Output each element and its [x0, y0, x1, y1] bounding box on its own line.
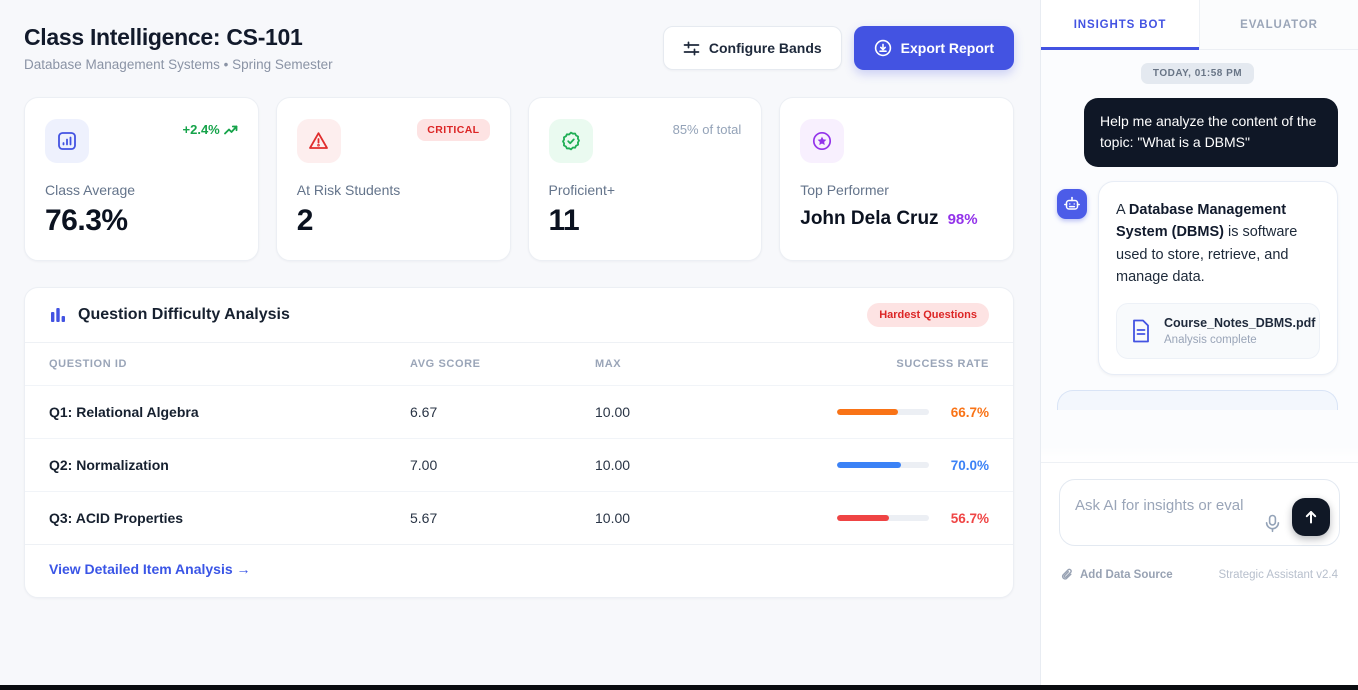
- stat-note: 85% of total: [672, 122, 742, 137]
- tab-insights-bot[interactable]: INSIGHTS BOT: [1041, 0, 1199, 50]
- question-difficulty-card: Question Difficulty Analysis Hardest Que…: [24, 287, 1014, 598]
- stat-cards: +2.4% Class Average 76.3%: [24, 97, 1014, 261]
- column-header-success-rate: SUCCESS RATE: [896, 358, 989, 370]
- ai-chat-panel: INSIGHTS BOT EVALUATOR TODAY, 01:58 PM H…: [1040, 0, 1358, 690]
- stat-card-at-risk: CRITICAL At Risk Students 2: [275, 97, 511, 261]
- stat-card-proficient: 85% of total Proficient+ 11: [527, 97, 763, 261]
- chat-tabs: INSIGHTS BOT EVALUATOR: [1041, 0, 1358, 50]
- critical-badge: CRITICAL: [417, 119, 490, 141]
- configure-bands-label: Configure Bands: [708, 40, 822, 56]
- fade-overlay: [1041, 446, 1358, 462]
- table-title-row: Question Difficulty Analysis Hardest Que…: [25, 288, 1013, 343]
- user-message-bubble: Help me analyze the content of the topic…: [1084, 98, 1338, 167]
- robot-avatar-icon: [1057, 188, 1087, 219]
- attachment-status: Analysis complete: [1164, 333, 1257, 346]
- chat-input-box: [1059, 479, 1340, 546]
- progress-bar: [837, 462, 929, 468]
- header-titles: Class Intelligence: CS-101 Database Mana…: [24, 24, 333, 72]
- page-subtitle: Database Management Systems • Spring Sem…: [24, 57, 333, 72]
- trend-value: +2.4%: [182, 122, 220, 137]
- avg-score: 6.67: [410, 404, 438, 420]
- document-icon: [1129, 318, 1153, 344]
- chat-footer: Add Data Source Strategic Assistant v2.4: [1059, 568, 1340, 582]
- success-rate-value: 66.7%: [950, 404, 989, 420]
- microphone-icon[interactable]: [1264, 514, 1281, 533]
- assistant-version: Strategic Assistant v2.4: [1218, 569, 1338, 581]
- bottom-bar: [0, 685, 1358, 690]
- success-rate-value: 56.7%: [950, 510, 989, 526]
- max-score: 10.00: [595, 510, 631, 526]
- column-header-max: MAX: [595, 358, 622, 370]
- success-rate-cell: 56.7%: [825, 511, 989, 526]
- question-id: Q1: Relational Algebra: [49, 404, 199, 420]
- progress-bar: [837, 515, 929, 521]
- stat-card-class-average: +2.4% Class Average 76.3%: [24, 97, 259, 261]
- bar-chart-small-icon: [49, 306, 67, 324]
- table-row[interactable]: Q3: ACID Properties 5.67 10.00 56.7%: [25, 491, 1013, 544]
- dashboard-header: Class Intelligence: CS-101 Database Mana…: [24, 24, 1014, 72]
- avg-score: 7.00: [410, 457, 438, 473]
- hardest-questions-badge: Hardest Questions: [867, 303, 989, 327]
- table-footer: View Detailed Item Analysis →: [25, 544, 1013, 597]
- add-data-source-button[interactable]: Add Data Source: [1061, 568, 1173, 582]
- stat-value: 76.3%: [45, 204, 128, 237]
- send-button[interactable]: [1292, 498, 1330, 536]
- alert-triangle-icon: [296, 119, 341, 163]
- table-title: Question Difficulty Analysis: [78, 306, 290, 323]
- success-rate-value: 70.0%: [950, 457, 989, 473]
- progress-bar: [837, 409, 929, 415]
- view-detailed-analysis-link[interactable]: View Detailed Item Analysis →: [49, 561, 251, 577]
- question-id: Q2: Normalization: [49, 457, 169, 473]
- stat-label: Top Performer: [800, 182, 889, 198]
- chat-input-area: Add Data Source Strategic Assistant v2.4: [1041, 462, 1358, 690]
- main-dashboard: Class Intelligence: CS-101 Database Mana…: [24, 24, 1014, 598]
- paperclip-icon: [1061, 568, 1073, 582]
- bot-message-text: A Database Management System (DBMS) is s…: [1116, 201, 1298, 286]
- sliders-icon: [683, 40, 700, 57]
- trending-up-icon: [223, 124, 238, 136]
- attachment-card[interactable]: Course_Notes_DBMS.pdf Analysis complete: [1116, 302, 1320, 359]
- stat-card-top-performer: Top Performer John Dela Cruz 98%: [779, 97, 1014, 261]
- stat-value: John Dela Cruz 98%: [800, 208, 993, 230]
- stat-label: Proficient+: [548, 182, 616, 198]
- header-actions: Configure Bands Export Report: [662, 26, 1014, 70]
- bar-chart-icon: [45, 119, 89, 163]
- arrow-up-icon: [1303, 509, 1319, 525]
- configure-bands-button[interactable]: Configure Bands: [662, 26, 842, 70]
- stat-label: Class Average: [45, 182, 136, 198]
- top-performer-score: 98%: [947, 211, 978, 228]
- avg-score: 5.67: [410, 510, 438, 526]
- table-header-row: QUESTION ID AVG SCORE MAX SUCCESS RATE: [25, 343, 1013, 385]
- trend-up-indicator: +2.4%: [183, 122, 238, 137]
- page-title: Class Intelligence: CS-101: [24, 24, 303, 50]
- star-circle-icon: [800, 119, 845, 163]
- partial-next-message: [1057, 389, 1338, 410]
- top-performer-name: John Dela Cruz: [800, 208, 939, 229]
- export-report-label: Export Report: [900, 40, 994, 56]
- attachment-filename: Course_Notes_DBMS.pdf: [1164, 315, 1316, 330]
- timestamp-badge: TODAY, 01:58 PM: [1140, 63, 1255, 84]
- stat-value: 11: [548, 204, 580, 237]
- add-data-source-label: Add Data Source: [1080, 569, 1173, 581]
- badge-check-icon: [548, 119, 593, 163]
- question-id: Q3: ACID Properties: [49, 510, 184, 526]
- table-row[interactable]: Q2: Normalization 7.00 10.00 70.0%: [25, 438, 1013, 491]
- success-rate-cell: 66.7%: [825, 405, 989, 420]
- column-header-question-id: QUESTION ID: [49, 358, 128, 370]
- stat-label: At Risk Students: [296, 182, 401, 198]
- tab-evaluator[interactable]: EVALUATOR: [1199, 0, 1358, 49]
- success-rate-cell: 70.0%: [825, 458, 989, 473]
- bot-message-row: A Database Management System (DBMS) is s…: [1057, 180, 1338, 375]
- export-report-button[interactable]: Export Report: [853, 26, 1014, 70]
- bot-message-card: A Database Management System (DBMS) is s…: [1098, 180, 1338, 375]
- table-row[interactable]: Q1: Relational Algebra 6.67 10.00 66.7%: [25, 385, 1013, 438]
- max-score: 10.00: [595, 404, 631, 420]
- chat-message-list: TODAY, 01:58 PM Help me analyze the cont…: [1041, 50, 1358, 462]
- max-score: 10.00: [595, 457, 631, 473]
- stat-value: 2: [296, 204, 314, 237]
- column-header-avg-score: AVG SCORE: [410, 358, 481, 370]
- download-circle-icon: [874, 39, 892, 57]
